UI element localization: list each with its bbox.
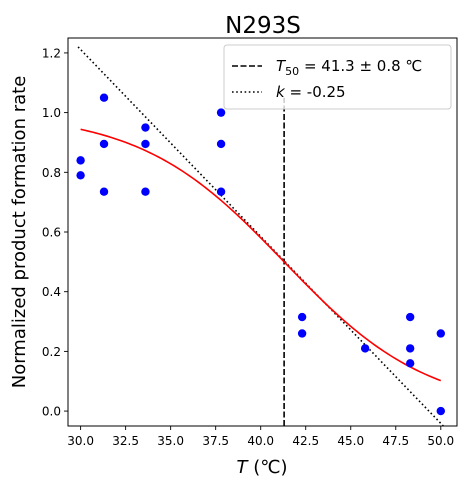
data-point	[405, 359, 415, 368]
data-point	[436, 406, 445, 416]
data-point	[76, 156, 85, 165]
data-point	[76, 171, 85, 180]
x-axis-variable: T	[237, 457, 250, 478]
x-ticks: 30.0 32.5 35.0 37.5 40.0 42.5 45.0 47.5 50.0	[67, 426, 454, 448]
x-axis-unit: (℃)	[248, 457, 288, 478]
y-tick-label: 1.2	[42, 46, 61, 60]
y-axis-label: Normalized product formation rate	[9, 76, 30, 389]
legend-k-symbol: k	[276, 83, 286, 101]
x-axis-label: T (℃)	[237, 457, 288, 478]
data-point	[360, 344, 370, 353]
chart-title: N293S	[225, 13, 301, 39]
data-point	[99, 139, 109, 149]
x-tick-label: 37.5	[202, 434, 229, 448]
x-tick-label: 30.0	[67, 434, 94, 448]
legend-entry-t50: T50 = 41.3 ± 0.8 ℃	[276, 57, 422, 78]
data-point	[141, 139, 150, 149]
legend-box	[223, 44, 452, 110]
data-point	[405, 344, 415, 353]
data-point	[297, 312, 307, 322]
y-tick-label: 0.8	[42, 166, 61, 180]
x-tick-label: 32.5	[112, 434, 139, 448]
y-tick-label: 0.6	[42, 226, 61, 240]
legend-k-value: = -0.25	[285, 83, 346, 101]
x-tick-label: 45.0	[337, 434, 364, 448]
legend-entry-k: k = -0.25	[276, 83, 346, 101]
data-point	[141, 123, 150, 132]
plot-elements	[76, 46, 445, 426]
data-point	[216, 187, 226, 196]
y-tick-label: 0.0	[42, 405, 61, 419]
legend-t50-value: = 41.3 ± 0.8 ℃	[299, 57, 422, 75]
x-tick-label: 50.0	[427, 434, 454, 448]
data-point	[216, 108, 226, 117]
data-point	[216, 139, 226, 149]
plot-area	[77, 46, 444, 426]
legend: T50 = 41.3 ± 0.8 ℃ k = -0.25	[223, 44, 452, 110]
x-tick-label: 40.0	[247, 434, 274, 448]
data-point	[436, 329, 445, 338]
data-point	[297, 329, 307, 338]
y-tick-label: 1.0	[42, 106, 61, 120]
x-tick-label: 47.5	[382, 434, 409, 448]
y-tick-label: 0.2	[42, 345, 61, 359]
x-tick-label: 35.0	[157, 434, 184, 448]
fit-curve	[80, 128, 442, 382]
legend-t50-symbol: T	[276, 57, 287, 75]
legend-t50-subscript: 50	[285, 65, 299, 78]
data-point	[99, 93, 109, 102]
x-tick-label: 42.5	[292, 434, 319, 448]
y-ticks: 0.0 0.2 0.4 0.6 0.8 1.0 1.2	[42, 46, 68, 419]
data-point	[141, 187, 150, 196]
data-point	[405, 312, 415, 322]
data-point	[99, 187, 109, 196]
y-tick-label: 0.4	[42, 285, 61, 299]
